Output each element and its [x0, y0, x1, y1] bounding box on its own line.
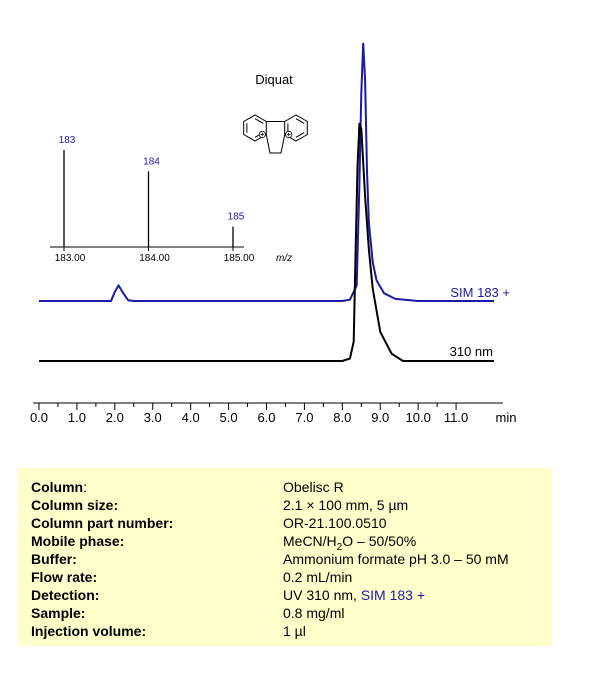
condition-row: Mobile phase: MeCN/H2O – 50/50%	[18, 532, 552, 553]
pyridine-ring-left-double-bond	[254, 118, 264, 124]
detection-sim-label: SIM 183 +	[360, 587, 426, 603]
condition-row: Sample: 0.8 mg/ml	[18, 604, 552, 622]
conditions-panel: Column: Obelisc R Column size: 2.1 × 100 mm…	[18, 468, 552, 646]
condition-label: Flow rate:	[31, 568, 97, 586]
ethylene-bridge	[265, 134, 286, 154]
ms-peak-label: 184	[143, 156, 160, 167]
condition-row: Flow rate: 0.2 mL/min	[18, 568, 552, 586]
pyridine-ring-right-double-bond	[295, 132, 305, 138]
condition-label: Column size:	[31, 496, 118, 514]
condition-label: Buffer:	[31, 550, 77, 568]
condition-label-text: Mobile phase:	[31, 533, 125, 549]
condition-value: 0.2 mL/min	[283, 569, 353, 585]
ms-tick-label: 184.00	[139, 253, 170, 264]
condition-value: OR-21.100.0510	[283, 515, 387, 531]
condition-value: 1 µl	[283, 623, 306, 639]
time-tick-label: 3.0	[144, 410, 162, 425]
ms-tick-label: 183.00	[55, 253, 86, 264]
condition-label: Column part number:	[31, 514, 173, 532]
condition-label-text: Buffer:	[31, 551, 77, 567]
condition-label-text: Column size:	[31, 497, 119, 513]
condition-value: 2.1 × 100 mm, 5 µm	[283, 497, 409, 513]
time-axis-unit: min	[496, 410, 517, 425]
time-tick-label: 1.0	[68, 410, 86, 425]
trace-label-1: SIM 183 +	[450, 285, 510, 300]
condition-value: MeCN/H2O – 50/50%	[283, 533, 417, 553]
chromatogram-traces: SIM 183 + 310 nm	[39, 42, 510, 362]
ms-peak-label: 183	[59, 135, 76, 146]
mass-spectrum-inset: 183.00 184.00 185.00 m/z 183 184 185	[50, 135, 292, 264]
trace-line-2	[39, 122, 494, 362]
condition-label: Sample:	[31, 604, 85, 622]
chromatogram-chart: 183.00 184.00 185.00 m/z 183 184 185 Diquat SI…	[30, 42, 517, 425]
time-tick-label: 10.0	[406, 410, 431, 425]
diquat-structure	[243, 114, 308, 154]
condition-label: Detection:	[31, 586, 99, 604]
time-tick-label: 8.0	[333, 410, 351, 425]
compound-name: Diquat	[255, 72, 293, 87]
trace-label-2: 310 nm	[450, 344, 493, 359]
time-tick-label: 0.0	[30, 410, 48, 425]
ms-peak-label: 185	[228, 212, 245, 223]
condition-label-text: Flow rate:	[31, 569, 98, 585]
condition-row: Buffer: Ammonium formate pH 3.0 – 50 mM	[18, 550, 552, 568]
condition-label-suffix: :	[83, 479, 87, 495]
time-tick-label: 4.0	[182, 410, 200, 425]
time-axis: 0.0 1.0 2.0 3.0 4.0 5.0 6.0 7.0 8.0 9.0 10.0 11.0 mi…	[30, 402, 517, 425]
condition-row: Injection volume: 1 µl	[18, 622, 552, 640]
condition-value: 0.8 mg/ml	[283, 605, 345, 621]
trace-line-1	[39, 42, 494, 302]
pyridine-ring-right-double-bond	[295, 118, 305, 124]
subscript: 2	[336, 541, 343, 553]
condition-row: Column: Obelisc R	[18, 478, 552, 496]
time-tick-label: 6.0	[257, 410, 275, 425]
condition-row: Column part number: OR-21.100.0510	[18, 514, 552, 532]
condition-label-text: Detection:	[31, 587, 100, 603]
condition-row: Column size: 2.1 × 100 mm, 5 µm	[18, 496, 552, 514]
condition-label: Injection volume:	[31, 622, 146, 640]
condition-label-text: Column part number:	[31, 515, 174, 531]
condition-label-text: Column	[31, 479, 84, 495]
condition-label-text: Injection volume:	[31, 623, 147, 639]
condition-row: Detection: UV 310 nm, SIM 183 +	[18, 586, 552, 604]
time-tick-label: 11.0	[444, 410, 468, 425]
condition-value: Obelisc R	[283, 479, 344, 495]
condition-label: Column:	[31, 478, 87, 496]
time-tick-label: 7.0	[295, 410, 313, 425]
time-tick-label: 2.0	[106, 410, 124, 425]
condition-label-text: Sample:	[31, 605, 86, 621]
condition-label: Mobile phase:	[31, 532, 124, 550]
condition-value: UV 310 nm, SIM 183 +	[283, 587, 426, 603]
time-tick-label: 5.0	[220, 410, 238, 425]
ms-tick-label: 185.00	[224, 253, 255, 264]
ms-axis-unit: m/z	[276, 253, 292, 264]
condition-value: Ammonium formate pH 3.0 – 50 mM	[283, 551, 509, 567]
time-tick-label: 9.0	[371, 410, 389, 425]
